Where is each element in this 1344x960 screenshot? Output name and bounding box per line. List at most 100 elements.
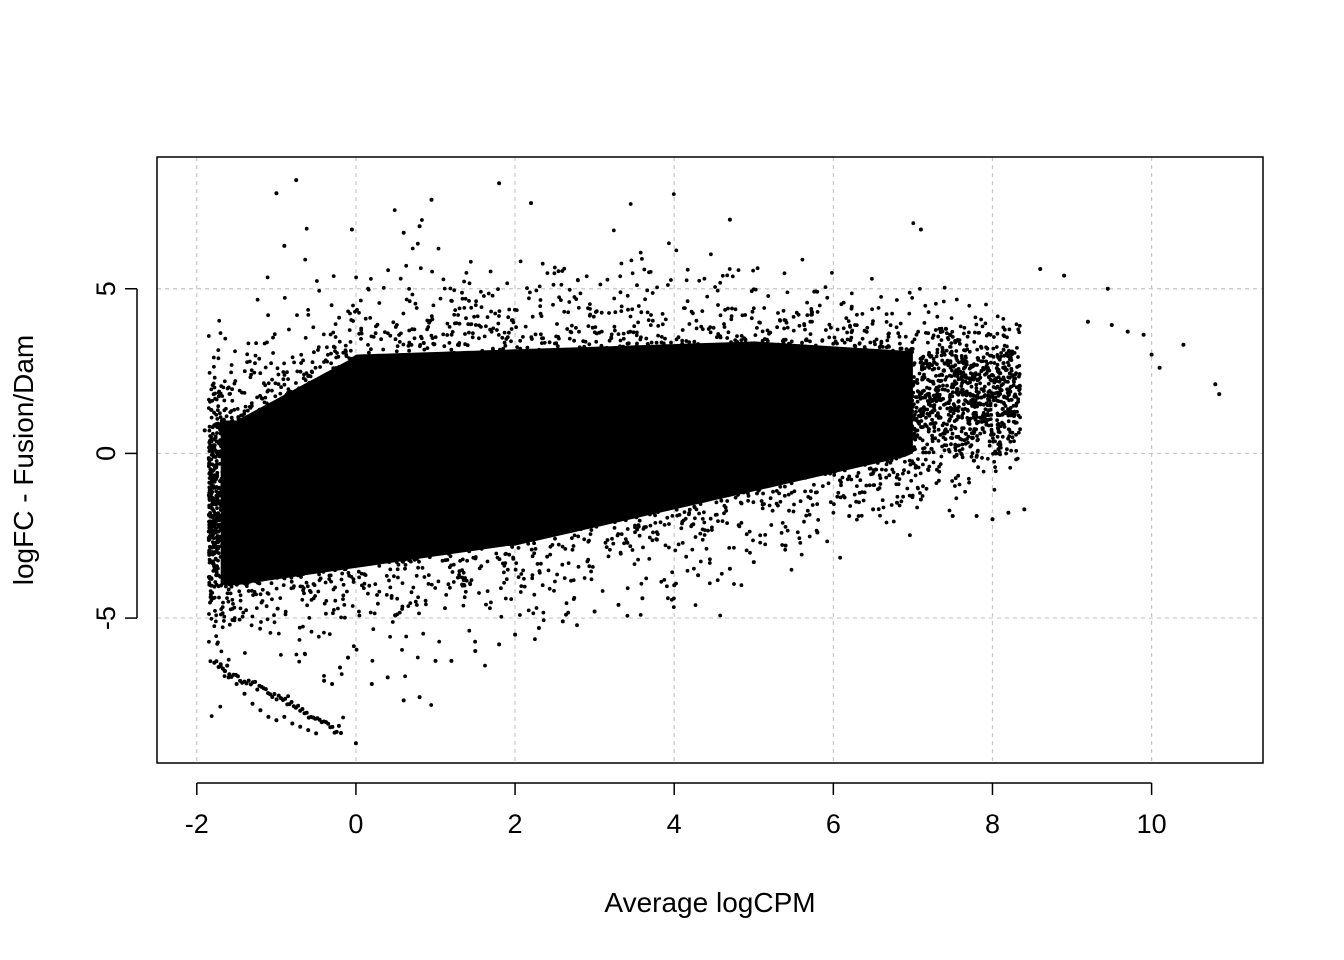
data-point: [319, 501, 324, 505]
data-point: [586, 557, 591, 562]
data-point: [507, 493, 511, 498]
data-point: [942, 368, 946, 372]
data-point: [505, 567, 510, 572]
data-point: [274, 505, 279, 510]
data-point: [435, 463, 440, 468]
data-point: [1000, 420, 1004, 425]
data-point: [777, 491, 781, 496]
data-point: [238, 593, 243, 598]
data-point: [841, 352, 846, 357]
data-point: [479, 526, 484, 531]
data-point: [618, 486, 623, 490]
data-point: [207, 612, 211, 616]
data-point: [413, 301, 418, 306]
data-point: [892, 451, 897, 456]
data-point: [586, 385, 591, 390]
data-point: [499, 586, 503, 591]
data-point: [532, 455, 537, 460]
data-point: [463, 332, 467, 336]
data-point: [531, 392, 536, 396]
data-point: [328, 389, 332, 394]
data-point: [222, 619, 226, 623]
data-point: [518, 613, 522, 617]
data-point: [563, 481, 567, 486]
data-point: [532, 476, 537, 481]
data-point: [500, 441, 505, 445]
data-point: [302, 506, 307, 511]
data-point: [596, 484, 601, 489]
data-point: [289, 431, 294, 436]
data-point: [572, 403, 576, 408]
data-point: [786, 412, 790, 417]
data-point: [939, 338, 944, 342]
data-point: [939, 454, 944, 459]
data-point: [1005, 447, 1009, 452]
data-point: [655, 449, 660, 454]
data-point: [351, 447, 356, 452]
data-point: [838, 375, 842, 379]
data-point: [691, 348, 695, 352]
data-point: [639, 581, 644, 586]
data-point: [540, 516, 544, 521]
data-point: [254, 484, 258, 488]
data-point: [383, 531, 388, 536]
data-point: [645, 441, 650, 446]
data-point: [736, 385, 741, 389]
data-point: [870, 322, 875, 326]
data-point: [522, 538, 526, 543]
data-point: [932, 429, 937, 433]
data-point: [241, 511, 246, 516]
data-point: [331, 532, 336, 536]
data-point: [272, 620, 277, 625]
data-point: [541, 618, 546, 623]
data-point: [398, 276, 403, 281]
data-point: [505, 455, 510, 460]
data-point: [825, 469, 830, 473]
data-point: [859, 450, 864, 454]
data-point: [439, 463, 443, 467]
data-point: [487, 479, 491, 484]
data-point: [833, 396, 838, 400]
data-point: [1001, 317, 1006, 321]
data-point: [897, 454, 902, 459]
data-point: [448, 520, 453, 525]
data-point: [438, 378, 442, 383]
data-point: [209, 598, 214, 603]
data-point: [245, 575, 250, 580]
data-point: [745, 459, 750, 464]
data-point: [651, 530, 655, 535]
data-point: [937, 478, 941, 483]
data-point: [429, 468, 434, 472]
data-point: [753, 452, 758, 456]
data-point: [722, 477, 727, 482]
data-point: [981, 469, 986, 474]
data-point: [553, 579, 557, 584]
data-point: [410, 437, 415, 442]
data-point: [824, 400, 828, 405]
data-point: [383, 356, 387, 361]
data-point: [786, 402, 791, 407]
data-point: [759, 430, 764, 434]
data-point: [783, 525, 788, 529]
data-point: [655, 532, 660, 536]
data-point: [500, 399, 505, 404]
data-point: [619, 409, 624, 414]
data-point: [915, 505, 919, 510]
data-point: [827, 463, 831, 468]
data-point: [644, 496, 649, 500]
data-point: [660, 322, 665, 327]
data-point: [879, 295, 883, 299]
data-point: [657, 369, 662, 373]
data-point: [668, 501, 673, 506]
data-point: [422, 495, 426, 499]
data-point: [618, 496, 623, 501]
data-point: [612, 502, 616, 506]
data-point: [491, 443, 496, 448]
data-point: [282, 296, 287, 300]
data-point: [816, 434, 821, 439]
data-point: [337, 440, 342, 445]
data-point: [739, 501, 744, 506]
data-point: [235, 532, 239, 537]
data-point: [631, 330, 636, 335]
data-point: [455, 514, 459, 519]
